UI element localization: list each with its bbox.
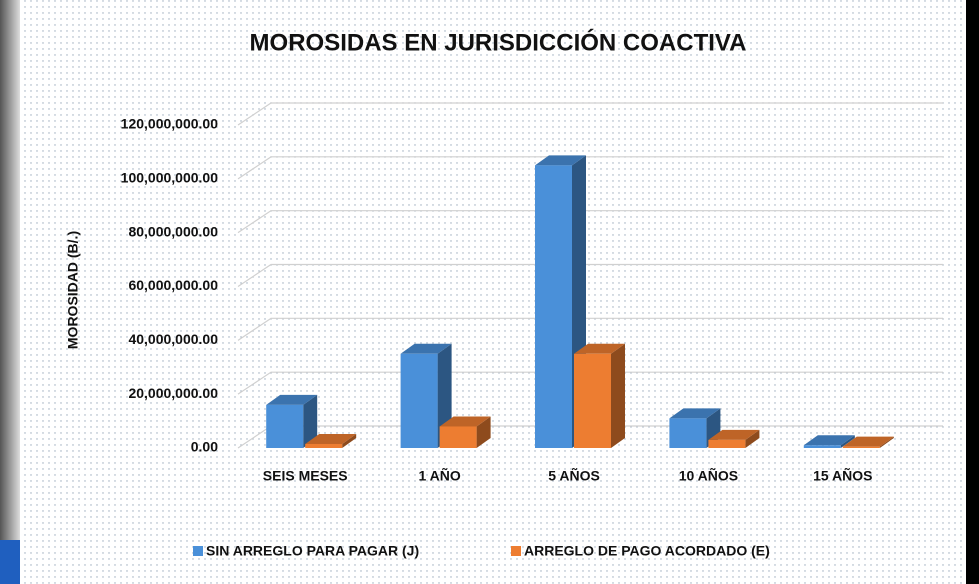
grid-line: [237, 156, 943, 180]
bar-top: [803, 435, 855, 446]
grid-line: [237, 371, 943, 395]
chart-title: MOROSIDAS EN JURISDICCIÓN COACTIVA: [250, 28, 747, 56]
bar: [439, 426, 477, 448]
y-tick-label: 100,000,000.00: [121, 170, 219, 186]
y-tick-label: 0.00: [191, 439, 218, 455]
bar-side: [611, 343, 625, 448]
grid-line: [237, 210, 943, 234]
bar-top: [842, 436, 894, 447]
bar-side: [342, 433, 357, 448]
left-edge: [0, 0, 20, 584]
bar-top: [439, 416, 491, 427]
bar-side: [745, 429, 760, 448]
bar-top: [708, 429, 760, 440]
legend-swatch: [193, 546, 203, 556]
bar-side: [303, 394, 318, 448]
y-tick-label: 60,000,000.00: [128, 277, 218, 293]
y-tick-label: 40,000,000.00: [128, 331, 218, 347]
bar-top: [535, 155, 586, 166]
x-tick-label: SEIS MESES: [263, 468, 348, 484]
chart-panel: [20, 0, 966, 584]
bar: [842, 446, 880, 448]
bar: [305, 443, 343, 448]
bar: [574, 353, 611, 448]
grid-line: [237, 263, 943, 287]
bar-top: [266, 394, 318, 405]
bar-side: [840, 435, 855, 448]
y-tick-label: 120,000,000.00: [121, 116, 219, 132]
legend-swatch: [511, 546, 521, 556]
x-tick-label: 1 AÑO: [418, 467, 460, 484]
bar: [535, 165, 572, 448]
bar: [708, 439, 746, 448]
y-axis-label: MOROSIDAD (B/.): [65, 231, 81, 349]
grid-line: [237, 317, 943, 341]
left-block: [0, 540, 20, 584]
bar-side: [476, 416, 491, 448]
bar-side: [879, 436, 894, 448]
bar-top: [400, 343, 452, 354]
y-tick-label: 20,000,000.00: [128, 385, 218, 401]
bar-top: [305, 433, 357, 444]
bar: [669, 418, 707, 448]
legend-label: SIN ARREGLO PARA PAGAR (J): [206, 543, 419, 559]
bar: [400, 353, 438, 448]
x-tick-label: 15 AÑOS: [813, 467, 872, 484]
bar: [803, 445, 841, 448]
legend-label: ARREGLO DE PAGO ACORDADO (E): [524, 543, 770, 559]
bar-top: [574, 343, 625, 354]
x-tick-label: 5 AÑOS: [548, 467, 600, 484]
y-tick-label: 80,000,000.00: [128, 223, 218, 239]
bar-top: [669, 408, 721, 419]
x-tick-label: 10 AÑOS: [679, 467, 738, 484]
bar: [266, 404, 304, 448]
grid-line: [237, 102, 943, 126]
